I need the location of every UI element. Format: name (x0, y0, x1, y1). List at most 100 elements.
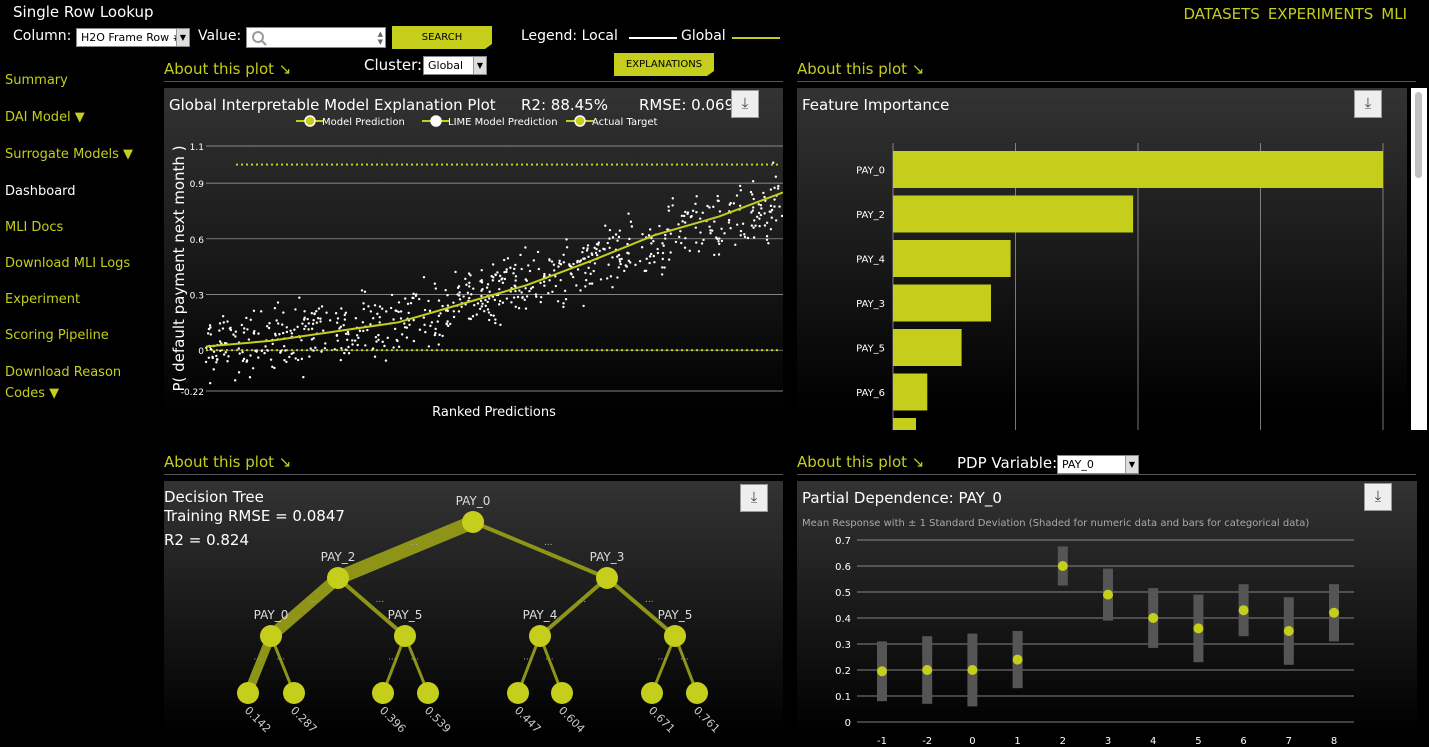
scatter-point (528, 289, 531, 293)
scatter-point (765, 235, 769, 238)
scatter-point (680, 241, 683, 245)
decision-tree-panel: Decision Tree Training RMSE = 0.0847 R2 … (164, 481, 783, 747)
scatter-point (322, 329, 325, 332)
stepper-icon[interactable]: ▲ ▼ (377, 30, 383, 46)
scatter-point (678, 235, 681, 239)
scatter-point (648, 261, 651, 265)
about-decision-tree[interactable]: About this plot ↘ (164, 453, 783, 475)
sidebar-item-dashboard[interactable]: Dashboard (5, 184, 76, 199)
scatter-point (758, 217, 761, 220)
klime-r2: R2: 88.45% (521, 96, 608, 114)
scatter-point (333, 348, 336, 351)
scatter-point (362, 307, 366, 311)
scatter-point (715, 236, 718, 239)
scatter-point (306, 317, 309, 321)
scatter-point (342, 324, 345, 327)
download-icon[interactable]: ⤓ (740, 484, 768, 512)
legend-global-label: Global (681, 28, 726, 44)
scatter-point (753, 219, 756, 222)
scatter-point (446, 304, 450, 307)
scatter-point (738, 204, 742, 207)
klime-title: Global Interpretable Model Explanation P… (169, 96, 496, 114)
cluster-select[interactable]: Global ▼ (423, 56, 487, 75)
scatter-point (325, 311, 328, 314)
scatter-point (242, 357, 246, 361)
scatter-point (565, 238, 568, 241)
scatter-point (616, 255, 619, 258)
sidebar-item-surrogate-models[interactable]: Surrogate Models ▼ (5, 147, 134, 162)
scatter-point (739, 234, 742, 237)
pdp-point (1193, 623, 1204, 634)
scatter-point (480, 294, 483, 298)
dt-chart: ........................................… (237, 494, 722, 735)
legend-local-line (629, 37, 677, 39)
scatter-point (347, 345, 350, 349)
scatter-point (412, 339, 416, 343)
scatter-point (473, 303, 476, 307)
scatter-point (644, 269, 648, 272)
scatter-point (361, 321, 365, 324)
scatter-point (695, 195, 698, 198)
scatter-point (739, 189, 742, 192)
sidebar-item-experiment[interactable]: Experiment (5, 292, 81, 307)
pdp-subtitle: Mean Response with ± 1 Standard Deviatio… (802, 518, 1310, 529)
scatter-point (405, 326, 409, 329)
scatter-point (683, 246, 687, 249)
about-klime[interactable]: About this plot ↘ (164, 60, 783, 82)
scrollbar[interactable] (1411, 88, 1427, 430)
pdp-point (1329, 607, 1339, 618)
scatter-point (252, 309, 256, 313)
nav-mli[interactable]: MLI (1381, 5, 1407, 23)
scatter-point (408, 323, 411, 327)
sidebar-item-download-reason-codes[interactable]: Download Reason (5, 365, 122, 380)
scatter-point (614, 233, 618, 236)
sidebar-item-download-mli-logs[interactable]: Download MLI Logs (5, 256, 131, 271)
sidebar-item-mli-docs[interactable]: MLI Docs (5, 220, 64, 235)
leaf-label: 0.761 (691, 704, 722, 735)
scatter-point (664, 237, 667, 240)
scatter-point (618, 229, 622, 232)
download-icon[interactable]: ⤓ (1354, 90, 1382, 118)
search-button[interactable]: SEARCH (392, 26, 492, 49)
explanations-button[interactable]: EXPLANATIONS (614, 53, 714, 76)
column-select[interactable]: H2O Frame Row # ▼ (76, 28, 190, 47)
bar-pay_6 (893, 373, 928, 411)
scatter-point (237, 371, 241, 374)
scatter-point (227, 355, 230, 358)
tick-label: 0.5 (835, 588, 851, 599)
scatter-point (319, 317, 322, 320)
scatter-point (399, 317, 403, 320)
scatter-point (500, 278, 503, 281)
scatter-point (475, 313, 478, 316)
sidebar-item-summary[interactable]: Summary (5, 73, 68, 88)
scatter-point (683, 221, 687, 224)
scatter-point (558, 259, 561, 263)
scatter-point (519, 253, 522, 257)
download-icon[interactable]: ⤓ (731, 90, 759, 118)
scatter-point (334, 311, 338, 315)
pdp-variable-select[interactable]: PAY_0 ▼ (1057, 455, 1139, 474)
scatter-point (576, 259, 579, 263)
nav-datasets[interactable]: DATASETS (1183, 5, 1260, 23)
scatter-point (222, 321, 225, 324)
scatter-point (521, 296, 524, 299)
scatter-point (498, 287, 501, 291)
download-icon[interactable]: ⤓ (1364, 483, 1392, 511)
scatter-point (362, 302, 365, 305)
scatter-point (514, 263, 517, 267)
scatter-point (457, 310, 461, 313)
sidebar-item-dai-model[interactable]: DAI Model ▼ (5, 110, 85, 125)
nav-experiments[interactable]: EXPERIMENTS (1267, 5, 1374, 23)
scatter-point (648, 255, 652, 258)
scatter-point (367, 305, 370, 308)
scatter-point (623, 269, 626, 273)
about-feature-importance[interactable]: About this plot ↘ (797, 60, 1416, 82)
scatter-point (438, 333, 441, 337)
scatter-point (249, 318, 252, 321)
scrollbar-thumb[interactable] (1415, 92, 1422, 178)
value-input[interactable]: ▲ ▼ (246, 27, 386, 48)
scatter-point (249, 354, 252, 357)
sidebar-item-codes[interactable]: Codes ▼ (5, 386, 60, 401)
sidebar-item-scoring-pipeline[interactable]: Scoring Pipeline (5, 328, 109, 343)
about-pdp[interactable]: About this plot ↘ (797, 453, 1416, 475)
